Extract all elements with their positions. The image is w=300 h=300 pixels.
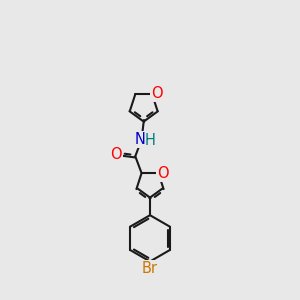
Text: O: O: [151, 86, 163, 101]
Text: N: N: [135, 132, 146, 147]
Text: Br: Br: [142, 261, 158, 276]
Text: O: O: [157, 166, 168, 181]
Text: H: H: [145, 133, 156, 148]
Text: O: O: [110, 147, 122, 162]
